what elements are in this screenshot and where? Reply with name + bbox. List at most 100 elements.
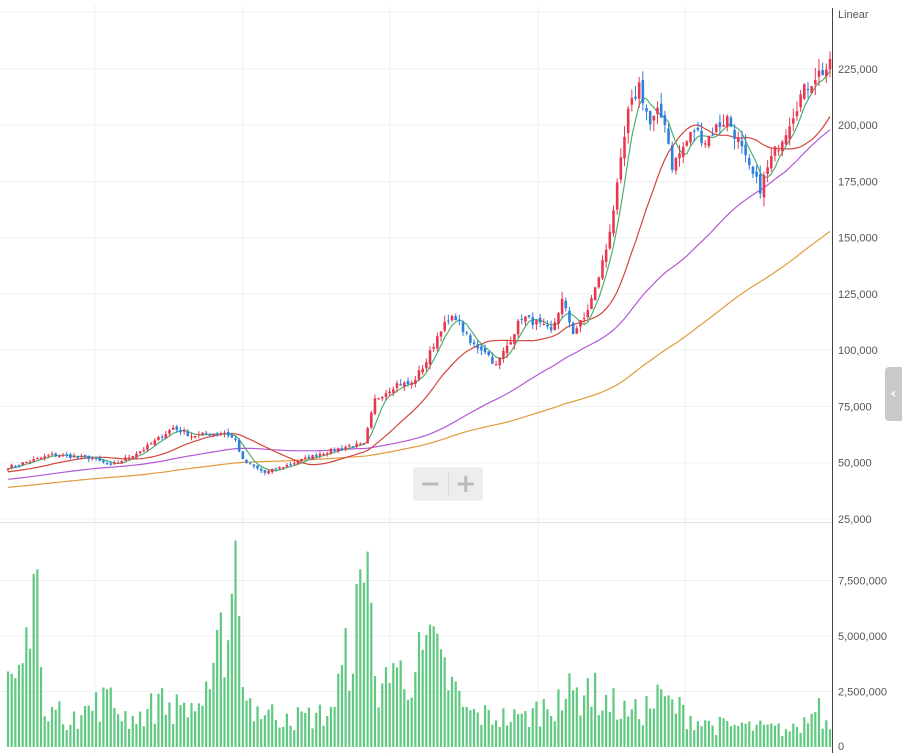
volume-bar <box>759 720 762 747</box>
volume-bar <box>817 698 821 747</box>
volume-bar <box>212 662 215 747</box>
candle-up <box>318 454 322 456</box>
volume-bar <box>788 731 791 747</box>
volume-bar <box>674 713 677 747</box>
candle-up <box>193 435 197 438</box>
zoom-in-button[interactable]: + <box>454 469 477 499</box>
candle-up <box>370 412 373 428</box>
volume-bar <box>256 706 259 747</box>
volume-bar <box>131 715 134 747</box>
volume-bar <box>190 703 193 747</box>
candle-down <box>568 310 571 323</box>
volume-bar <box>399 660 402 747</box>
candle-up <box>43 456 46 459</box>
zoom-out-button[interactable]: − <box>419 469 442 499</box>
volume-bar <box>161 688 164 747</box>
volume-bar <box>83 706 87 747</box>
candle-up <box>509 342 513 345</box>
volume-bar <box>777 723 780 747</box>
candle-up <box>91 458 94 460</box>
volume-bar <box>538 726 542 747</box>
volume-bar <box>355 584 358 747</box>
volume-bar <box>230 593 233 747</box>
candle-up <box>168 430 171 434</box>
volume-bar <box>803 717 806 747</box>
volume-bar <box>318 704 322 747</box>
candle-up <box>80 455 83 457</box>
volume-bar <box>307 707 311 747</box>
price-tick-label: 200,000 <box>838 120 878 132</box>
volume-bar <box>153 723 156 747</box>
volume-bar <box>553 721 556 747</box>
volume-bar <box>678 696 681 747</box>
volume-bar <box>476 712 479 747</box>
volume-bar <box>72 711 76 747</box>
candle-down <box>399 384 402 386</box>
ma5-line <box>7 70 831 472</box>
zoom-controls: − + <box>413 467 483 501</box>
volume-bar <box>282 726 285 747</box>
candle-up <box>766 167 769 174</box>
zoom-divider <box>447 472 449 496</box>
price-scale-mode-label[interactable]: Linear <box>838 9 869 21</box>
volume-bar <box>550 716 553 747</box>
volume-bar <box>447 690 450 747</box>
volume-bar <box>36 569 39 747</box>
volume-bar <box>227 640 230 747</box>
volume-bar <box>43 716 46 747</box>
volume-bar <box>707 720 711 747</box>
candle-down <box>670 145 674 170</box>
candle-up <box>6 468 10 470</box>
candle-up <box>278 467 281 469</box>
candle-down <box>252 464 256 467</box>
candle-up <box>803 84 806 99</box>
candle-up <box>347 445 351 447</box>
candle-up <box>285 464 289 467</box>
volume-bar <box>194 711 197 747</box>
candle-down <box>821 70 824 75</box>
volume-bar <box>608 711 611 747</box>
volume-bar <box>249 698 252 747</box>
volume-bar <box>263 715 266 747</box>
candle-down <box>241 451 245 460</box>
volume-bar <box>564 698 567 747</box>
volume-bar <box>69 724 72 747</box>
candle-down <box>307 456 311 459</box>
volume-bar <box>792 723 795 747</box>
volume-bar <box>28 648 32 747</box>
volume-bar <box>271 704 274 747</box>
volume-bar <box>6 671 10 747</box>
volume-bar <box>616 719 619 747</box>
candle-up <box>311 455 314 460</box>
candle-up <box>601 260 604 279</box>
volume-bar <box>711 725 714 747</box>
volume-bar <box>10 673 13 747</box>
volume-bar <box>241 687 244 747</box>
volume-bar <box>751 730 755 747</box>
candle-up <box>524 316 527 322</box>
candle-up <box>498 357 502 366</box>
side-panel-toggle[interactable]: ‹ <box>885 367 902 421</box>
volume-tick-label: 5,000,000 <box>838 631 887 643</box>
volume-bar <box>116 714 120 747</box>
candle-up <box>428 350 432 365</box>
volume-bar <box>594 672 597 747</box>
candle-down <box>54 453 57 457</box>
volume-bar <box>32 574 35 747</box>
candle-up <box>586 310 590 318</box>
candle-up <box>703 143 707 145</box>
candle-down <box>256 465 259 469</box>
volume-bar <box>274 719 277 747</box>
candle-down <box>263 470 267 473</box>
volume-bar <box>520 713 523 747</box>
volume-bar <box>814 712 817 747</box>
candle-up <box>604 249 608 262</box>
volume-bar <box>94 692 98 747</box>
volume-bar <box>645 696 648 747</box>
price-axis: 25,000 50,000 75,000 100,000 125,000 150,000 1… <box>0 8 887 753</box>
volume-bar <box>579 715 582 747</box>
volume-bar <box>450 676 454 747</box>
candle-down <box>102 460 105 463</box>
volume-bar <box>348 690 351 747</box>
